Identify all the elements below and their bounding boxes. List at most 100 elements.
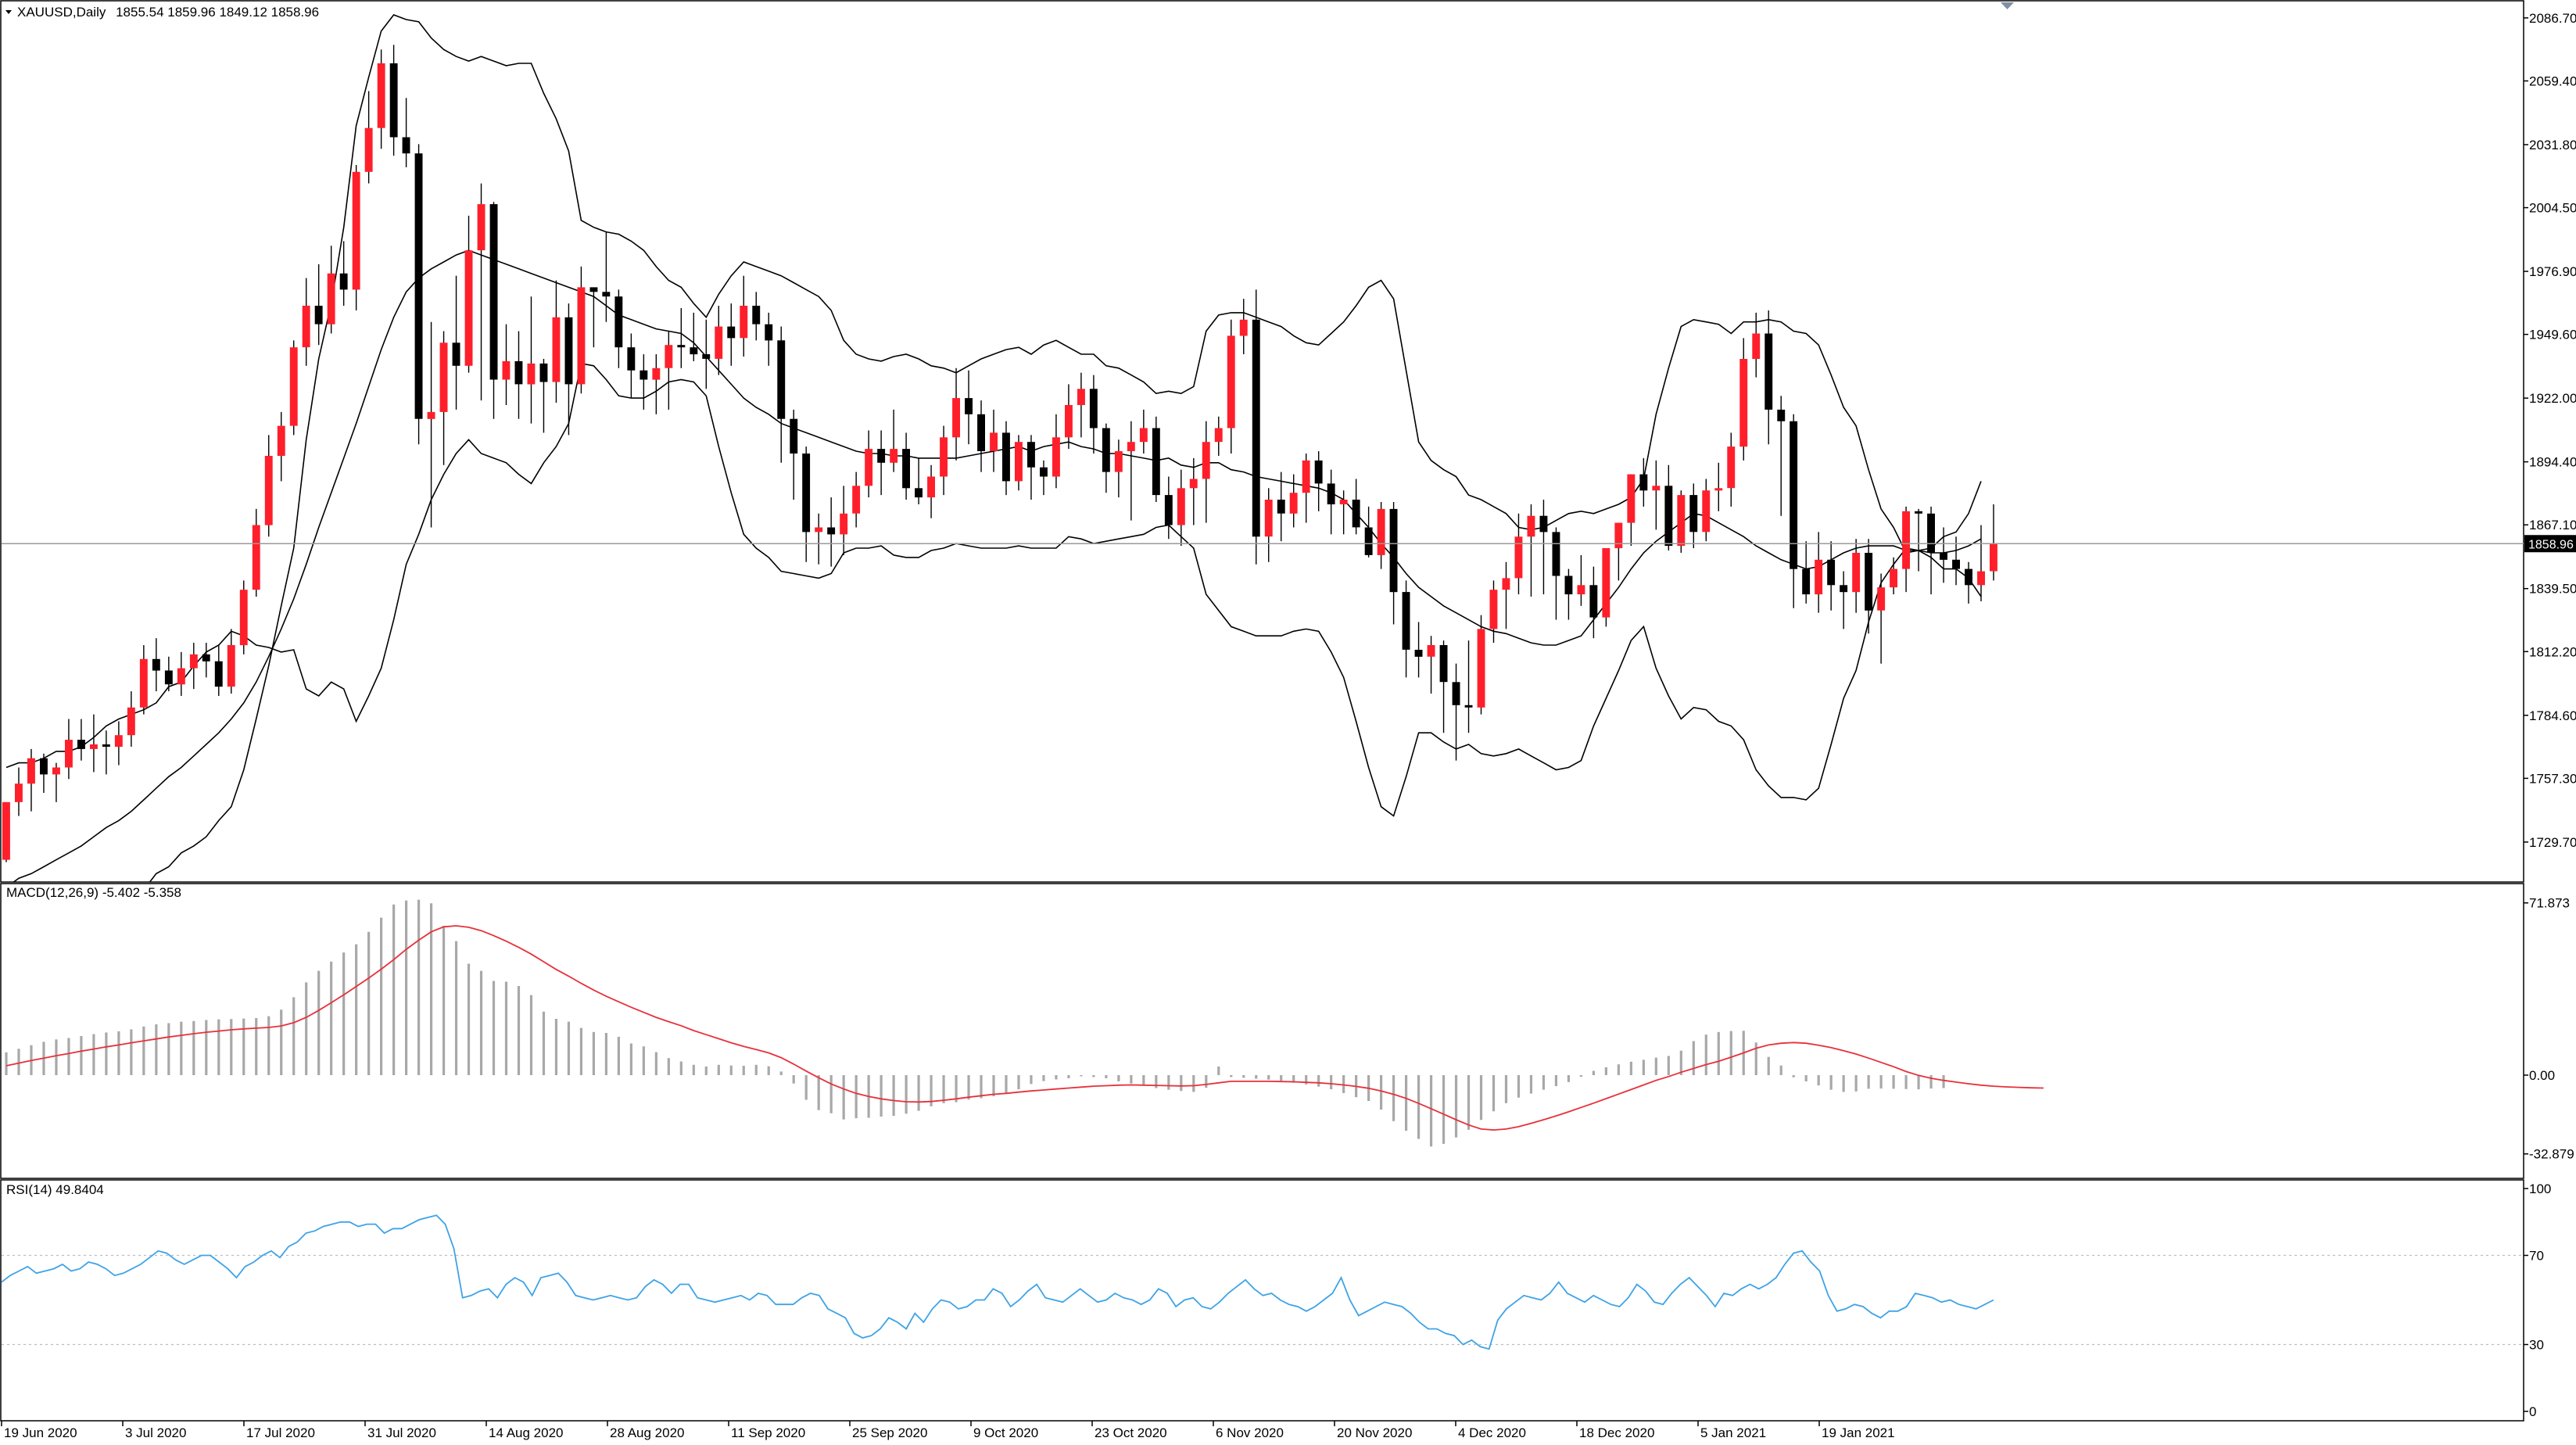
- candle-bear: [1827, 559, 1836, 586]
- macd-tick-label: 71.873: [2529, 896, 2570, 911]
- candle-bull: [477, 204, 485, 251]
- candle-bear: [640, 370, 648, 380]
- candle-bull: [264, 456, 273, 525]
- candle-bull: [1477, 629, 1485, 708]
- candle-bull: [552, 317, 561, 382]
- candle-bear: [1840, 585, 1848, 593]
- candle-bear: [977, 414, 985, 451]
- price-tick-label: 1784.60: [2529, 708, 2576, 723]
- candle-bull: [1502, 578, 1510, 590]
- date-tick-label: 11 Sep 2020: [731, 1425, 805, 1440]
- dropdown-arrow-icon[interactable]: [5, 10, 12, 14]
- price-tick-label: 1976.90: [2529, 264, 2576, 279]
- candle-bull: [1714, 488, 1723, 491]
- candle-bull: [1527, 515, 1535, 537]
- candle-bear: [1639, 474, 1648, 491]
- candle-bear: [1439, 645, 1448, 683]
- candle-bull: [1890, 568, 1897, 588]
- candle-bear: [1389, 508, 1398, 593]
- candle-bull: [1977, 571, 1985, 586]
- candle-bear: [1865, 553, 1873, 611]
- candle-bull: [1652, 486, 1661, 491]
- candle-bull: [252, 525, 260, 590]
- price-tick-label: 1867.10: [2529, 518, 2576, 532]
- price-tick-label: 1949.60: [2529, 328, 2576, 342]
- candle-bear: [627, 347, 636, 371]
- candle-bull: [890, 449, 898, 463]
- candle-bear: [1802, 568, 1811, 595]
- candle-bull: [1990, 543, 1997, 572]
- candlestick-series: [2, 45, 1997, 862]
- candle-bull: [1239, 319, 1248, 336]
- price-tick-label: 2086.70: [2529, 11, 2576, 26]
- price-tick-label: 1729.70: [2529, 835, 2576, 850]
- candle-bull: [1815, 559, 1823, 595]
- candle-bear: [1952, 559, 1960, 569]
- candle-bear: [1102, 428, 1110, 472]
- date-tick-label: 14 Aug 2020: [489, 1425, 563, 1440]
- macd-pane-frame: [0, 883, 2524, 1179]
- candle-bear: [1152, 428, 1160, 496]
- candle-bull: [1114, 451, 1123, 472]
- candle-bear: [790, 418, 798, 454]
- candle-bear: [1664, 486, 1673, 547]
- candle-bear: [1352, 500, 1360, 528]
- candle-bull: [427, 411, 435, 419]
- date-tick-label: 6 Nov 2020: [1216, 1425, 1284, 1440]
- candle-bull: [1339, 500, 1348, 504]
- candle-bull: [952, 398, 960, 438]
- candle-bear: [1027, 442, 1035, 468]
- candle-bear: [1927, 513, 1935, 553]
- rsi-indicator: [1, 1214, 2524, 1350]
- candle-bear: [602, 292, 611, 297]
- candle-bear: [1539, 515, 1548, 532]
- candle-bull: [1702, 490, 1711, 532]
- candle-bear: [1364, 527, 1373, 555]
- candle-bear: [152, 658, 160, 671]
- candle-bear: [1552, 532, 1560, 576]
- candle-bull: [740, 306, 748, 339]
- candle-bull: [1852, 553, 1861, 593]
- date-axis: 19 Jun 2020 3 Jul 2020 17 Jul 2020 31 Jul 2…: [1, 1421, 1895, 1440]
- price-axis: 2086.70 2059.40 2031.80 2004.50 1976.90 1949.…: [2524, 11, 2576, 850]
- date-tick-label: 4 Dec 2020: [1458, 1425, 1526, 1440]
- chart-shift-marker-icon[interactable]: [2001, 2, 2014, 9]
- candle-bull: [527, 363, 536, 385]
- candle-bear: [164, 670, 173, 685]
- candle-bull: [377, 63, 385, 128]
- candle-bull: [577, 287, 586, 385]
- candle-bear: [1940, 553, 1947, 560]
- current-price-box: 1858.96: [2524, 535, 2576, 553]
- candle-bear: [1314, 460, 1323, 484]
- candle-bull: [1227, 335, 1235, 428]
- candle-bear: [1452, 682, 1460, 705]
- candle-bear: [539, 363, 548, 382]
- rsi-line: [1, 1214, 1994, 1350]
- macd-tick-label: 0.00: [2529, 1068, 2555, 1083]
- candle-bull: [464, 250, 473, 366]
- rsi-axis: 100 70 30 0: [2524, 1181, 2551, 1419]
- candle-bull: [302, 306, 310, 348]
- price-tick-label: 1757.30: [2529, 771, 2576, 786]
- candle-bear: [690, 347, 698, 355]
- candle-bear: [765, 324, 773, 341]
- price-tick-label: 2004.50: [2529, 201, 2576, 216]
- candle-bear: [1089, 389, 1098, 428]
- candle-bull: [502, 360, 511, 380]
- date-tick-label: 23 Oct 2020: [1095, 1425, 1167, 1440]
- candle-bull: [364, 127, 373, 172]
- candle-bull: [1015, 442, 1023, 482]
- candle-bull: [439, 342, 448, 412]
- candle-bear: [802, 454, 811, 532]
- date-tick-label: 5 Jan 2021: [1700, 1425, 1766, 1440]
- rsi-tick-label: 30: [2529, 1338, 2544, 1353]
- candle-bear: [314, 306, 323, 324]
- candle-bull: [352, 171, 360, 290]
- price-tick-label: 2059.40: [2529, 74, 2576, 88]
- candle-bear: [1164, 495, 1173, 525]
- candle-bear: [214, 661, 223, 687]
- candle-bear: [1564, 575, 1573, 595]
- candle-bull: [327, 273, 335, 324]
